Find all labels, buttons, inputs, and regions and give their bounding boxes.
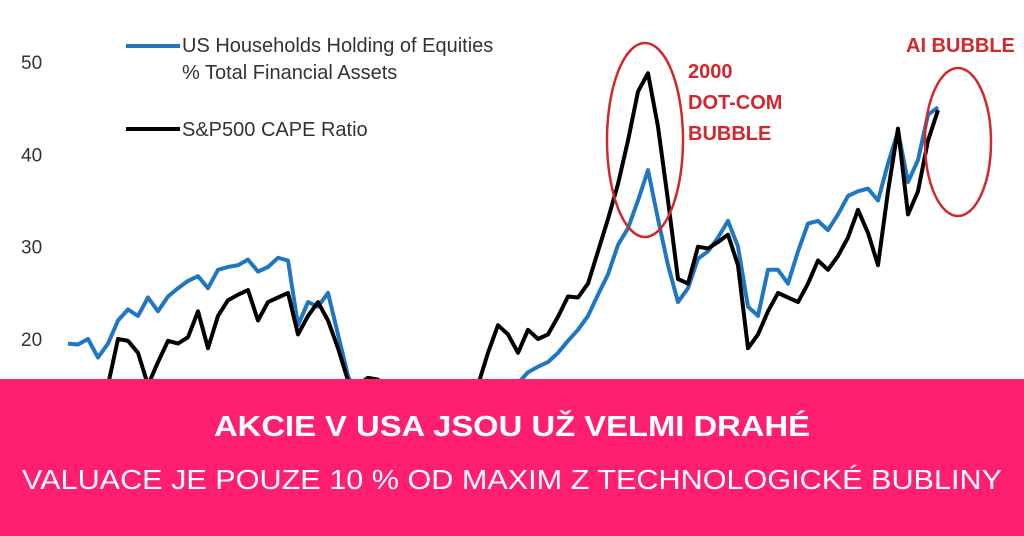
banner-subline: VALUACE JE POUZE 10 % OD MAXIM Z TECHNOL… — [22, 464, 1002, 495]
dotcom-bubble-label: DOT-COM — [688, 92, 782, 114]
series-line-1 — [106, 71, 940, 443]
y-tick-label: 30 — [21, 238, 42, 259]
y-axis-ticks: 50 40 30 20 — [21, 53, 42, 351]
y-tick-label: 40 — [21, 145, 42, 166]
legend-label-cape: S&P500 CAPE Ratio — [182, 119, 368, 141]
dotcom-bubble-label: 2000 — [688, 61, 733, 83]
legend-label-households: % Total Financial Assets — [182, 62, 397, 84]
headline-banner: AKCIE V USA JSOU UŽ VELMI DRAHÉ VALUACE … — [0, 379, 1024, 536]
y-tick-label: 50 — [21, 53, 42, 74]
ai-bubble-circle — [923, 66, 993, 218]
dotcom-bubble-label: BUBBLE — [688, 123, 771, 145]
dotcom-bubble-circle — [605, 41, 685, 239]
legend: US Households Holding of Equities % Total… — [126, 35, 493, 141]
banner-headline: AKCIE V USA JSOU UŽ VELMI DRAHÉ — [214, 409, 810, 443]
ai-bubble-label: AI BUBBLE — [906, 35, 1015, 57]
y-tick-label: 20 — [21, 330, 42, 351]
annotations: 2000 DOT-COM BUBBLE AI BUBBLE — [605, 35, 1015, 239]
legend-label-households: US Households Holding of Equities — [182, 35, 493, 57]
